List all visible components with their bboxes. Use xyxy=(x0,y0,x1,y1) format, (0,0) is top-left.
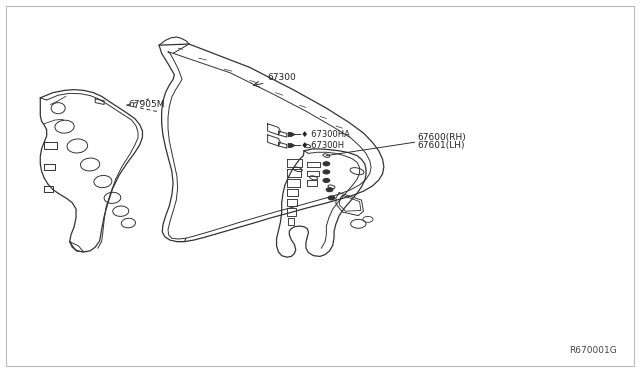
Text: ♦ 67300HA: ♦ 67300HA xyxy=(301,129,349,139)
Text: R670001G: R670001G xyxy=(569,346,617,355)
Text: ♦ 67300H: ♦ 67300H xyxy=(301,141,344,150)
Circle shape xyxy=(323,162,330,166)
Circle shape xyxy=(328,196,335,200)
Text: 67601(LH): 67601(LH) xyxy=(417,141,465,151)
Text: 67600(RH): 67600(RH) xyxy=(417,132,466,142)
Text: 67905M: 67905M xyxy=(129,100,165,109)
Text: 67300: 67300 xyxy=(268,73,296,82)
Circle shape xyxy=(323,179,330,182)
Circle shape xyxy=(323,170,330,174)
Circle shape xyxy=(326,188,333,192)
